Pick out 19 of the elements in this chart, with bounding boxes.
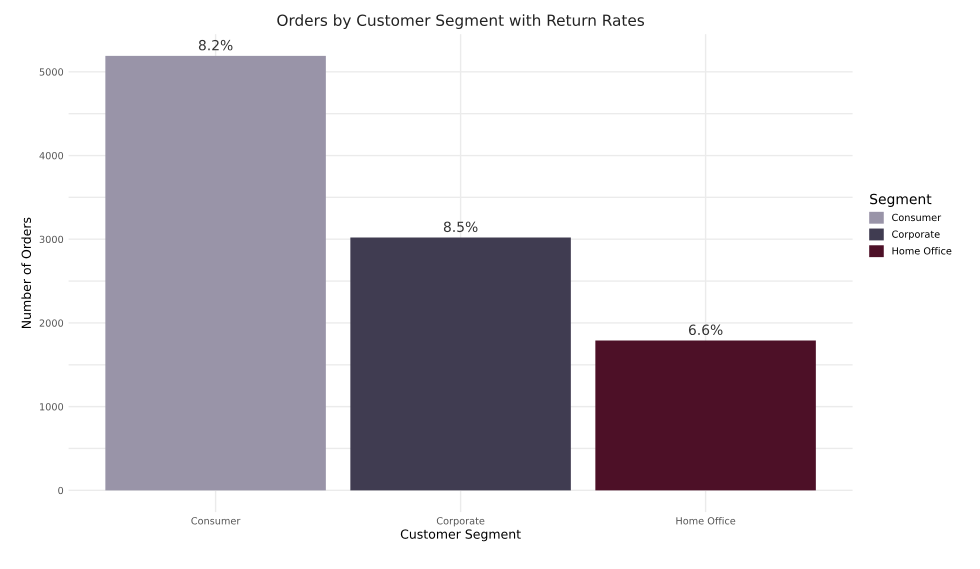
- annotation: 8.5%: [444, 222, 478, 232]
- y-tick-label: 3000: [40, 236, 64, 244]
- legend-label: Corporate: [892, 230, 940, 240]
- annotation: 8.2%: [198, 40, 232, 50]
- legend-title: Segment: [870, 194, 932, 207]
- y-tick-label: 4000: [39, 152, 64, 160]
- y-tick-label: 5000: [40, 68, 64, 76]
- y-tick-label: 1000: [40, 403, 64, 410]
- chart-title: Orders by Customer Segment with Return Rates: [277, 14, 644, 29]
- legend-label: Consumer: [892, 214, 942, 222]
- y-tick-label: 2000: [40, 319, 64, 327]
- legend-label: Home Office: [892, 247, 952, 255]
- x-tick-label: Corporate: [436, 517, 484, 526]
- annotation: 6.6%: [688, 324, 722, 336]
- x-tick-label: Consumer: [191, 517, 240, 524]
- x-tick-label: Home Office: [676, 516, 736, 524]
- y-tick-label: 0: [58, 486, 64, 494]
- y-axis-title: Number of Orders: [21, 218, 32, 328]
- x-axis-title: Customer Segment: [400, 529, 521, 542]
